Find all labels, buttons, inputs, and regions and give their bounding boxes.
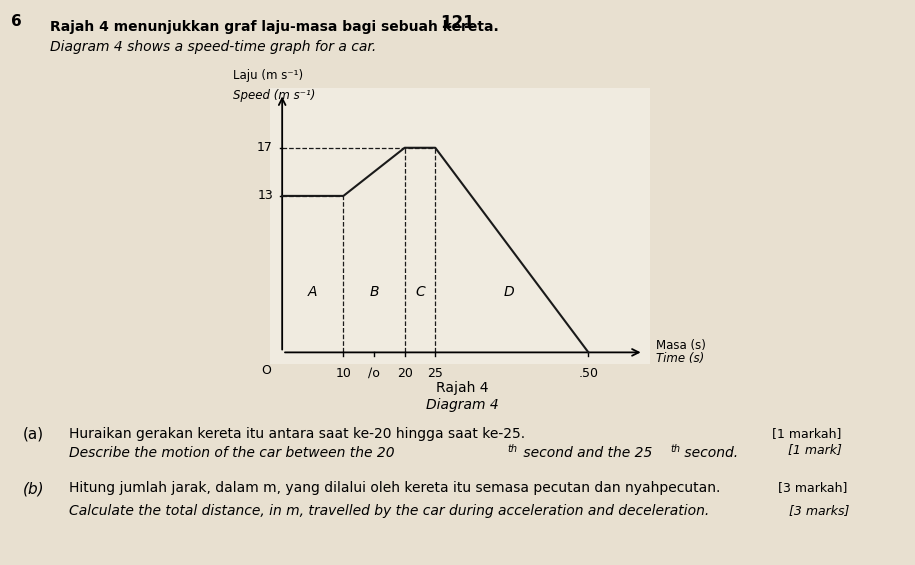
Text: [3 markah]: [3 markah] [778, 481, 847, 494]
Text: second.: second. [680, 446, 738, 460]
Text: second and the 25: second and the 25 [519, 446, 652, 460]
Text: A: A [308, 285, 318, 299]
Text: 13: 13 [257, 189, 273, 202]
Text: [1 markah]: [1 markah] [772, 427, 842, 440]
Text: Masa (s): Masa (s) [656, 338, 705, 351]
Text: (a): (a) [23, 427, 44, 442]
Text: O: O [262, 364, 271, 377]
Text: Rajah 4 menunjukkan graf laju-masa bagi sebuah kereta.: Rajah 4 menunjukkan graf laju-masa bagi … [50, 20, 499, 34]
Text: Rajah 4: Rajah 4 [436, 381, 489, 395]
Text: 6: 6 [11, 14, 22, 29]
Text: 17: 17 [257, 141, 273, 154]
Text: 25: 25 [427, 367, 443, 380]
Text: th: th [508, 444, 518, 454]
Text: Diagram 4: Diagram 4 [425, 398, 499, 412]
Text: Calculate the total distance, in m, travelled by the car during acceleration and: Calculate the total distance, in m, trav… [69, 504, 709, 518]
Text: 20: 20 [397, 367, 413, 380]
Text: 121: 121 [440, 14, 475, 32]
Text: [3 marks]: [3 marks] [789, 504, 849, 517]
Text: [1 mark]: [1 mark] [788, 444, 842, 457]
Text: (b): (b) [23, 481, 45, 497]
Text: Time (s): Time (s) [656, 352, 704, 365]
Text: Diagram 4 shows a speed-time graph for a car.: Diagram 4 shows a speed-time graph for a… [50, 40, 377, 54]
Text: C: C [415, 285, 425, 299]
Text: 10: 10 [336, 367, 351, 380]
Text: th: th [671, 444, 681, 454]
Text: B: B [370, 285, 379, 299]
Text: ∕o: ∕o [368, 367, 380, 380]
Text: Hitung jumlah jarak, dalam m, yang dilalui oleh kereta itu semasa pecutan dan ny: Hitung jumlah jarak, dalam m, yang dilal… [69, 481, 720, 496]
Text: Laju (m s⁻¹): Laju (m s⁻¹) [233, 68, 303, 81]
Text: D: D [503, 285, 514, 299]
Text: .50: .50 [578, 367, 598, 380]
Text: Huraikan gerakan kereta itu antara saat ke-20 hingga saat ke-25.: Huraikan gerakan kereta itu antara saat … [69, 427, 524, 441]
Text: Speed (m s⁻¹): Speed (m s⁻¹) [233, 89, 316, 102]
Text: Describe the motion of the car between the 20: Describe the motion of the car between t… [69, 446, 394, 460]
